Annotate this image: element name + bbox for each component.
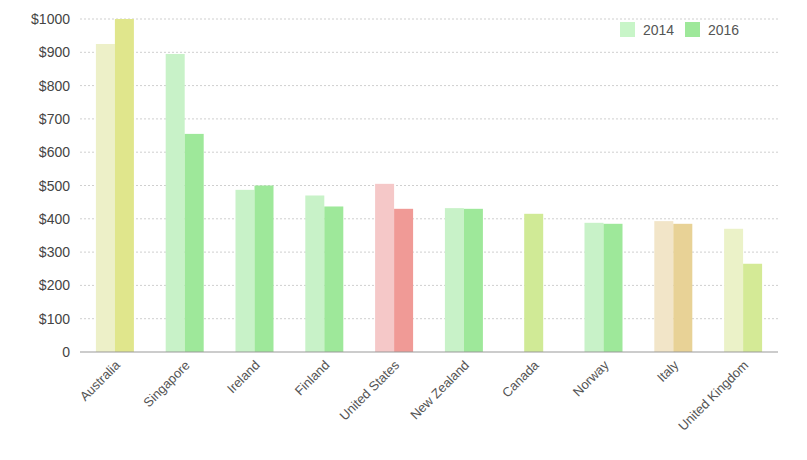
legend-label: 2016 xyxy=(708,22,739,38)
x-tick-label: Australia xyxy=(77,357,124,404)
y-tick-label: $800 xyxy=(39,78,70,94)
y-tick-label: 0 xyxy=(62,344,70,360)
x-tick-label: Finland xyxy=(292,358,333,399)
bar xyxy=(305,195,324,352)
x-tick-label: Norway xyxy=(570,357,612,399)
bar xyxy=(255,186,274,353)
x-tick-label: Singapore xyxy=(140,358,193,411)
bar xyxy=(585,223,604,352)
bar xyxy=(166,54,185,352)
bar xyxy=(524,214,543,352)
legend-swatch xyxy=(685,22,700,37)
x-tick-label: Ireland xyxy=(224,358,263,397)
bar xyxy=(324,206,343,352)
y-tick-label: $600 xyxy=(39,144,70,160)
y-tick-label: $100 xyxy=(39,311,70,327)
legend-label: 2014 xyxy=(643,22,674,38)
x-tick-label: United Kingdom xyxy=(675,358,751,434)
x-axis xyxy=(80,352,778,353)
legend: 2014 2016 xyxy=(620,22,739,38)
y-tick-label: $200 xyxy=(39,277,70,293)
bar xyxy=(464,209,483,352)
bar xyxy=(743,264,762,352)
bar xyxy=(673,224,692,352)
bar xyxy=(115,19,134,352)
x-tick-label: New Zealand xyxy=(407,358,472,423)
x-tick-label: Canada xyxy=(499,357,542,400)
bar xyxy=(604,224,623,352)
y-tick-label: $500 xyxy=(39,178,70,194)
legend-swatch xyxy=(620,22,635,37)
x-tick-label: Italy xyxy=(654,357,682,385)
grid-line xyxy=(80,19,778,20)
bar xyxy=(185,134,204,352)
bar xyxy=(236,190,255,352)
y-tick-label: $400 xyxy=(39,211,70,227)
bars xyxy=(96,19,762,352)
bar xyxy=(445,208,464,352)
x-tick-label: United States xyxy=(336,357,402,423)
grid-line xyxy=(80,52,778,53)
y-tick-label: $700 xyxy=(39,111,70,127)
bar xyxy=(654,221,673,352)
chart: 0 $100 $200 $300 $400 $500 $600 $700 $800 $900 $10… xyxy=(0,0,807,460)
bar xyxy=(724,229,743,352)
bar xyxy=(375,184,394,352)
bar xyxy=(394,209,413,352)
bar xyxy=(96,44,115,352)
y-tick-label: $900 xyxy=(39,44,70,60)
y-tick-label: $1000 xyxy=(31,11,70,27)
y-tick-label: $300 xyxy=(39,244,70,260)
